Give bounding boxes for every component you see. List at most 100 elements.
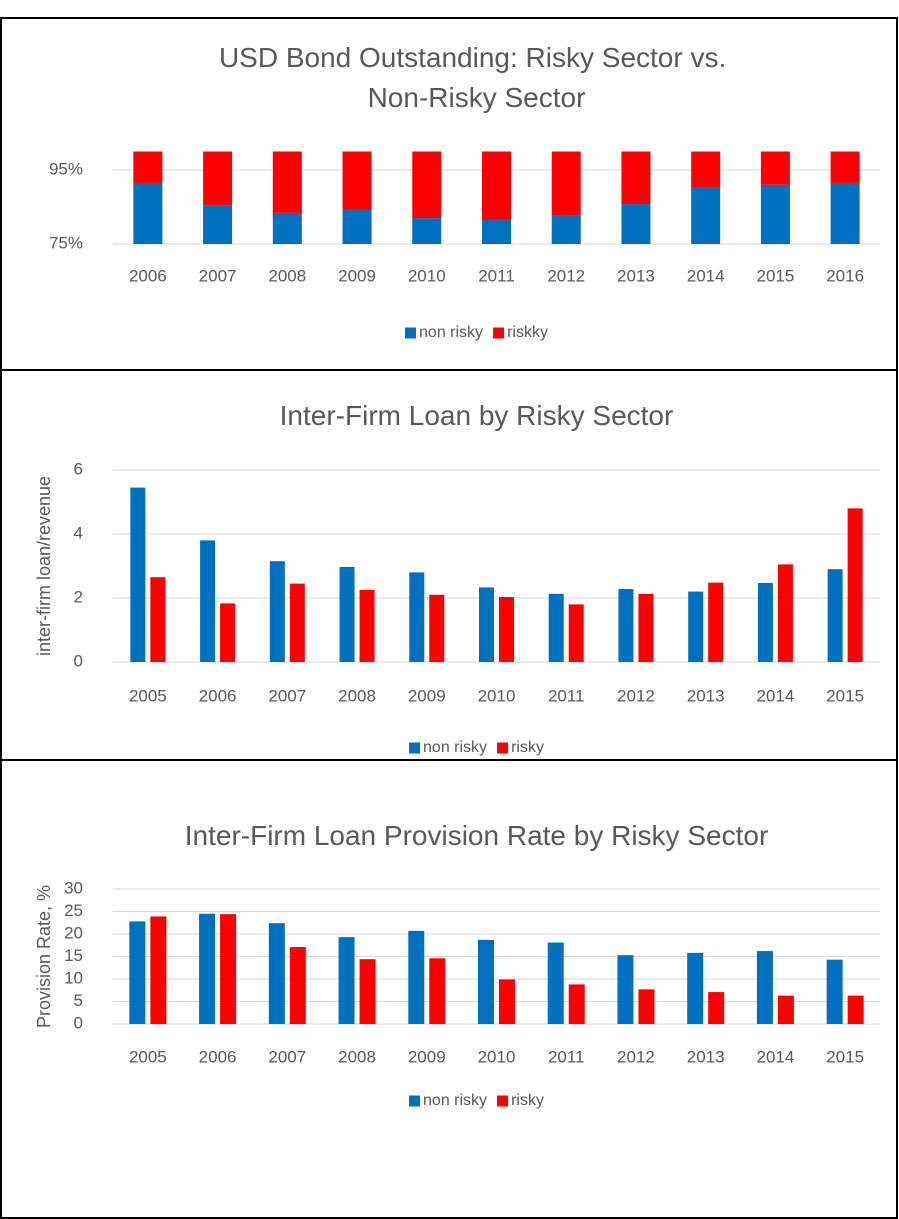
bar bbox=[777, 995, 794, 1024]
x-tick-label: 2006 bbox=[199, 1047, 237, 1066]
bar bbox=[359, 959, 376, 1024]
y-tick-label: 75% bbox=[49, 233, 83, 252]
legend-swatch bbox=[497, 1095, 509, 1107]
y-tick-label: 25 bbox=[64, 901, 83, 920]
bar-segment bbox=[342, 151, 372, 210]
bar bbox=[638, 593, 654, 662]
legend-swatch bbox=[409, 1095, 421, 1107]
y-tick-label: 6 bbox=[74, 459, 83, 478]
bar bbox=[756, 951, 773, 1024]
bar bbox=[429, 958, 446, 1024]
x-tick-label: 2009 bbox=[408, 686, 446, 705]
bar-segment bbox=[621, 204, 651, 244]
x-tick-label: 2010 bbox=[478, 686, 516, 705]
x-tick-label: 2016 bbox=[826, 266, 864, 285]
bar bbox=[847, 508, 863, 662]
y-tick-label: 15 bbox=[64, 946, 83, 965]
bar-segment bbox=[482, 151, 511, 220]
legend-label: risky bbox=[511, 739, 544, 756]
bar bbox=[499, 597, 514, 662]
x-tick-label: 2014 bbox=[756, 686, 794, 705]
bar-segment bbox=[621, 151, 651, 205]
y-tick-label: 95% bbox=[49, 159, 83, 178]
bar bbox=[339, 566, 355, 662]
x-tick-label: 2014 bbox=[687, 266, 725, 285]
bar bbox=[150, 916, 167, 1024]
bar bbox=[268, 923, 285, 1024]
x-tick-label: 2007 bbox=[268, 1047, 306, 1066]
y-tick-label: 0 bbox=[74, 1013, 83, 1032]
legend-label: non risky bbox=[423, 739, 487, 756]
bar bbox=[827, 569, 843, 662]
y-tick-label: 10 bbox=[64, 968, 83, 987]
bar-segment bbox=[482, 219, 511, 244]
bar bbox=[826, 959, 843, 1024]
bar-segment bbox=[551, 151, 581, 216]
x-tick-label: 2005 bbox=[129, 686, 167, 705]
x-tick-label: 2015 bbox=[826, 1047, 864, 1066]
chart-title: Inter-Firm Loan by Risky Sector bbox=[280, 400, 674, 431]
legend-label: riskky bbox=[507, 324, 548, 341]
x-tick-label: 2014 bbox=[756, 1047, 794, 1066]
y-tick-label: 2 bbox=[74, 587, 83, 606]
bar bbox=[478, 939, 494, 1024]
bar bbox=[547, 942, 564, 1024]
bar-segment bbox=[760, 151, 790, 185]
legend-swatch bbox=[409, 742, 421, 754]
bar bbox=[568, 604, 584, 662]
bar bbox=[129, 921, 146, 1024]
legend-label: non risky bbox=[419, 324, 483, 341]
bar bbox=[479, 587, 494, 662]
bar-segment bbox=[760, 184, 790, 244]
bar-segment bbox=[691, 151, 721, 188]
bar-segment bbox=[412, 218, 442, 244]
bar bbox=[708, 582, 724, 662]
x-tick-label: 2015 bbox=[756, 266, 794, 285]
chart-title: Inter-Firm Loan Provision Rate by Risky … bbox=[185, 820, 769, 851]
y-axis-label: inter-firm loan/revenue bbox=[34, 476, 54, 656]
y-tick-label: 4 bbox=[74, 523, 83, 542]
bar-segment bbox=[203, 151, 233, 206]
x-tick-label: 2011 bbox=[478, 266, 515, 285]
x-tick-label: 2013 bbox=[687, 686, 725, 705]
bar bbox=[130, 487, 146, 662]
bar bbox=[150, 577, 166, 662]
bar bbox=[408, 930, 425, 1024]
bar bbox=[568, 984, 585, 1024]
x-tick-label: 2015 bbox=[826, 686, 864, 705]
bar-segment bbox=[272, 151, 302, 213]
x-tick-label: 2012 bbox=[547, 266, 585, 285]
bar bbox=[777, 564, 793, 662]
bar bbox=[338, 937, 355, 1024]
x-tick-label: 2005 bbox=[129, 1047, 167, 1066]
x-tick-label: 2008 bbox=[268, 266, 306, 285]
bar bbox=[429, 594, 445, 662]
x-tick-label: 2012 bbox=[617, 1047, 655, 1066]
bar bbox=[757, 582, 773, 662]
bar-segment bbox=[551, 215, 581, 244]
bar-segment bbox=[272, 212, 302, 244]
bar bbox=[708, 992, 725, 1024]
bar-segment bbox=[830, 182, 860, 244]
bar-segment bbox=[830, 151, 860, 183]
x-tick-label: 2013 bbox=[687, 1047, 725, 1066]
x-tick-label: 2011 bbox=[548, 1047, 585, 1066]
x-tick-label: 2009 bbox=[408, 1047, 446, 1066]
bar-segment bbox=[412, 151, 442, 219]
bar bbox=[220, 914, 237, 1024]
y-tick-label: 5 bbox=[74, 991, 83, 1010]
bar bbox=[289, 583, 305, 662]
bar bbox=[548, 593, 564, 662]
bar-segment bbox=[691, 187, 721, 244]
bar-segment bbox=[342, 209, 372, 244]
legend-swatch bbox=[493, 327, 505, 339]
bar bbox=[618, 589, 634, 662]
bar bbox=[269, 561, 285, 662]
legend-label: non risky bbox=[423, 1092, 487, 1109]
bar bbox=[499, 979, 515, 1024]
bar bbox=[289, 947, 306, 1024]
x-tick-label: 2007 bbox=[199, 266, 237, 285]
bar-segment bbox=[133, 182, 163, 244]
bar bbox=[617, 955, 634, 1024]
